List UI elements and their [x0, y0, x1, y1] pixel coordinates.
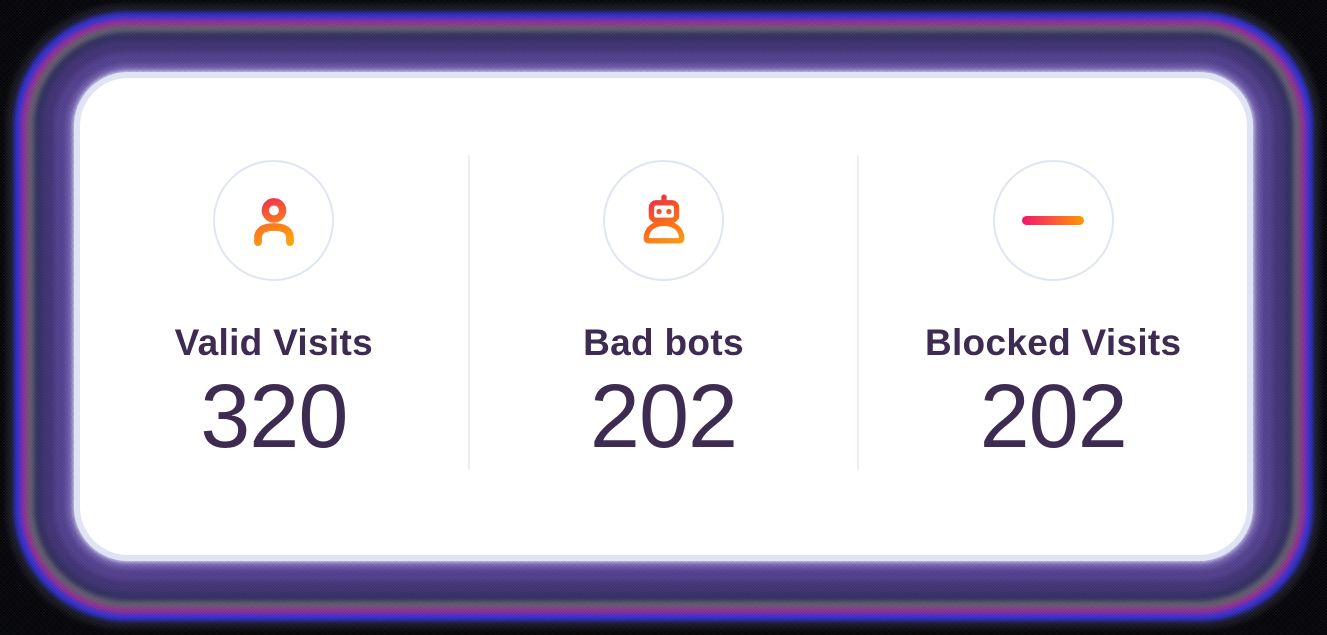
stat-value: 320: [200, 366, 348, 467]
stat-icon-circle: [213, 160, 335, 281]
stat-label: Blocked Visits: [924, 322, 1182, 363]
user-icon: [248, 194, 300, 248]
stat-icon-circle: [603, 160, 724, 281]
stats-card: Valid Visits 320: [80, 78, 1247, 555]
stat-column-bad-bots: Bad bots 202: [470, 78, 858, 555]
stat-label: Bad bots: [583, 322, 744, 363]
stat-value: 202: [979, 366, 1128, 467]
stat-label: Valid Visits: [174, 322, 373, 363]
stats-row: Valid Visits 320: [80, 78, 1247, 555]
stat-column-blocked-visits: Blocked Visits 202: [859, 78, 1247, 555]
stat-value: 202: [589, 366, 738, 467]
robot-icon: [636, 191, 692, 251]
stat-icon-circle: [992, 160, 1114, 281]
stat-column-valid-visits: Valid Visits 320: [80, 78, 468, 555]
minus-icon: [1022, 216, 1085, 225]
column-divider: [857, 155, 860, 470]
column-divider: [467, 155, 470, 470]
